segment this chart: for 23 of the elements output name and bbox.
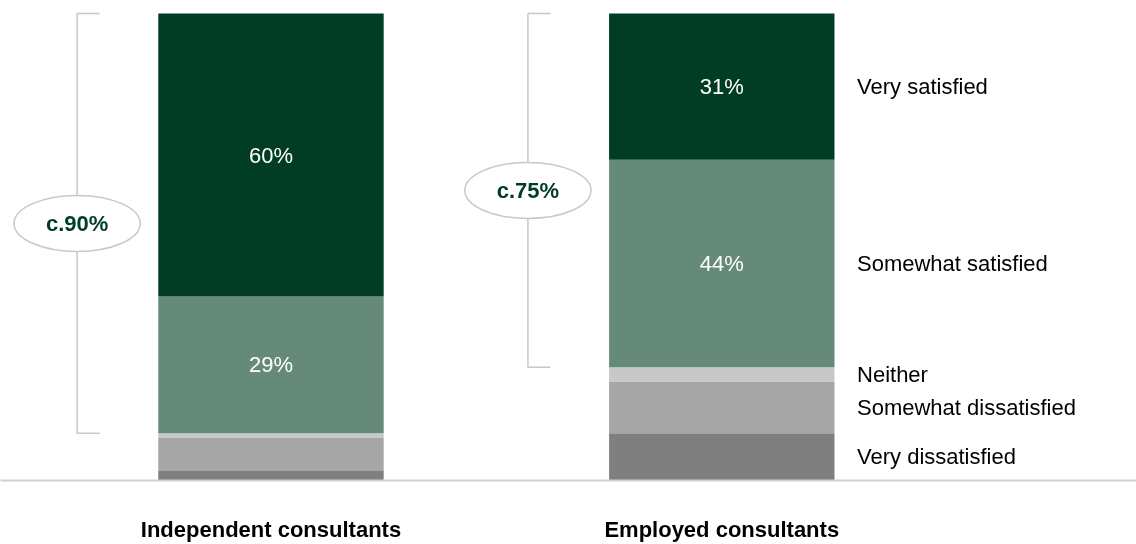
data-label: 29% [248,352,294,378]
bar [609,367,835,382]
bar [158,13,384,297]
series-label: Somewhat dissatisfied [857,394,1076,420]
bar [609,433,835,481]
bar [158,433,384,439]
data-label: 31% [699,74,744,100]
bar [158,296,384,434]
x-tick-label: Independent consultants [140,516,402,542]
series-label: Neither [857,361,928,387]
annotation: c.90% [45,210,109,236]
data-label: 44% [699,251,744,277]
bar [609,159,835,368]
bar [158,438,384,472]
annotation: c.75% [496,177,560,203]
x-tick-label: Employed consultants [604,516,840,542]
data-label: 60% [248,142,294,168]
bar [158,471,384,481]
series-label: Somewhat satisfied [857,251,1048,277]
series-label: Very satisfied [857,74,988,100]
series-label: Very dissatisfied [857,444,1016,470]
bar [609,381,835,434]
bar [609,13,835,160]
